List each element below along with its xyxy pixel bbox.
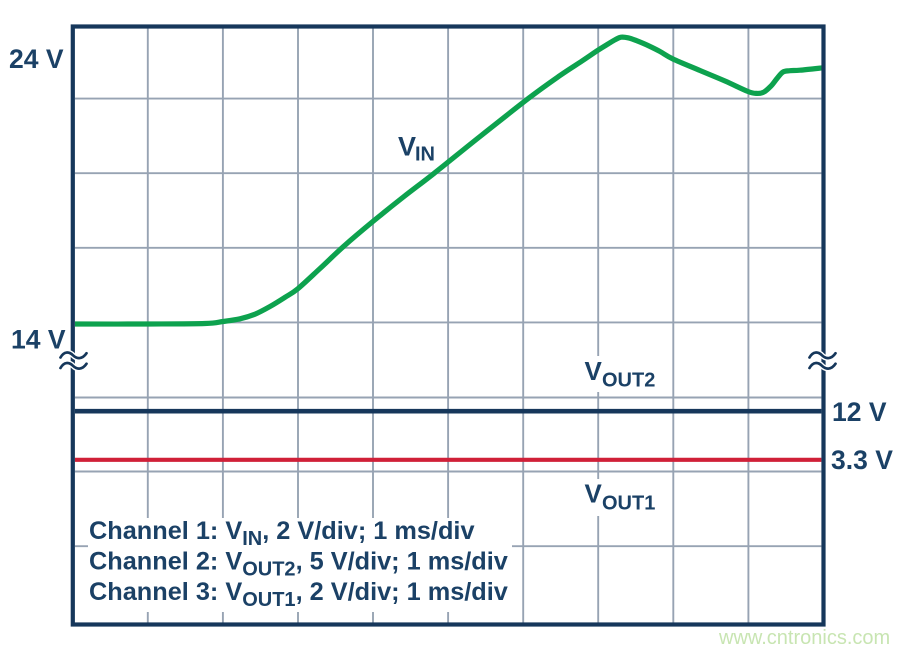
svg-text:Channel 1: VIN, 2 V/div; 1 ms/: Channel 1: VIN, 2 V/div; 1 ms/div [89, 517, 475, 550]
svg-text:Channel 2: VOUT2, 5 V/div; 1 m: Channel 2: VOUT2, 5 V/div; 1 ms/div [89, 548, 508, 581]
svg-text:OUT1: OUT1 [602, 493, 655, 515]
svg-text:V: V [398, 131, 416, 161]
svg-text:V: V [585, 356, 603, 386]
svg-text:OUT2: OUT2 [602, 370, 655, 392]
svg-text:3.3 V: 3.3 V [831, 445, 893, 475]
svg-text:V: V [585, 479, 603, 509]
svg-text:IN: IN [415, 144, 435, 166]
svg-text:12 V: 12 V [832, 397, 887, 427]
svg-text:24 V: 24 V [9, 44, 64, 74]
svg-text:14 V: 14 V [11, 325, 66, 355]
svg-text:www.cntronics.com: www.cntronics.com [718, 627, 890, 649]
svg-text:Channel 3: VOUT1, 2 V/div; 1 m: Channel 3: VOUT1, 2 V/div; 1 ms/div [89, 578, 508, 611]
